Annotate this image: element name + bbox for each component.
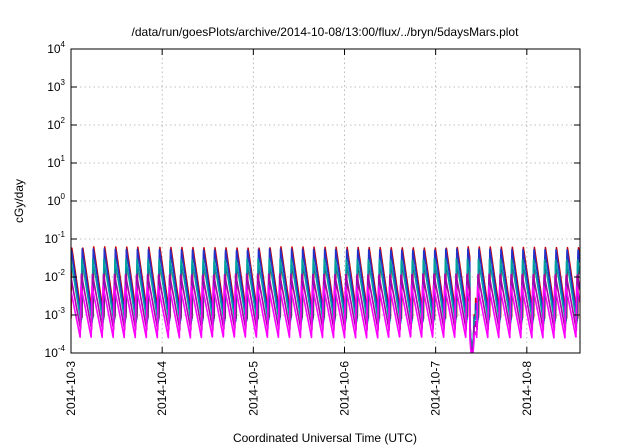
x-tick-label: 2014-10-4 [155, 361, 169, 416]
y-tick-exponent: 0 [61, 192, 66, 201]
y-tick-base: 10 [47, 80, 61, 94]
chart-title: /data/run/goesPlots/archive/2014-10-08/1… [132, 25, 520, 39]
y-tick-base: 10 [45, 308, 59, 322]
y-tick-base: 10 [45, 232, 59, 246]
y-tick-label: 10-4 [45, 344, 66, 360]
x-tick-label: 2014-10-6 [337, 361, 351, 416]
x-tick-label: 2014-10-8 [520, 361, 534, 416]
y-tick-exponent: 3 [61, 78, 66, 87]
y-tick-exponent: -3 [58, 306, 66, 315]
y-tick-exponent: -2 [58, 268, 66, 277]
y-tick-label: 100 [47, 192, 65, 208]
y-tick-base: 10 [47, 118, 61, 132]
x-tick-label: 2014-10-3 [64, 361, 78, 416]
y-tick-label: 104 [47, 40, 65, 56]
y-tick-base: 10 [45, 270, 59, 284]
y-axis-label: cGy/day [12, 179, 26, 223]
x-axis-label: Coordinated Universal Time (UTC) [233, 431, 417, 445]
y-tick-label: 10-2 [45, 268, 66, 284]
series-group [71, 246, 580, 353]
series-line [71, 273, 580, 353]
series-line [71, 284, 580, 353]
x-tick-label: 2014-10-7 [429, 361, 443, 416]
series-line [71, 248, 580, 351]
y-tick-label: 10-1 [45, 230, 66, 246]
y-tick-base: 10 [45, 346, 59, 360]
y-tick-base: 10 [47, 194, 61, 208]
y-tick-label: 102 [47, 116, 65, 132]
y-tick-label: 103 [47, 78, 65, 94]
x-tick-label: 2014-10-5 [246, 361, 260, 416]
y-tick-exponent: 2 [61, 116, 66, 125]
y-tick-exponent: -1 [58, 230, 66, 239]
y-tick-label: 10-3 [45, 306, 66, 322]
y-tick-base: 10 [47, 42, 61, 56]
y-tick-exponent: -4 [58, 344, 66, 353]
y-tick-exponent: 1 [61, 154, 66, 163]
y-tick-label: 101 [47, 154, 65, 170]
series-line [71, 258, 580, 348]
y-tick-exponent: 4 [61, 40, 66, 49]
y-tick-base: 10 [47, 156, 61, 170]
x-ticks: 2014-10-3 2014-10-4 2014-10-5 2014-10-6 2014… [64, 49, 534, 416]
